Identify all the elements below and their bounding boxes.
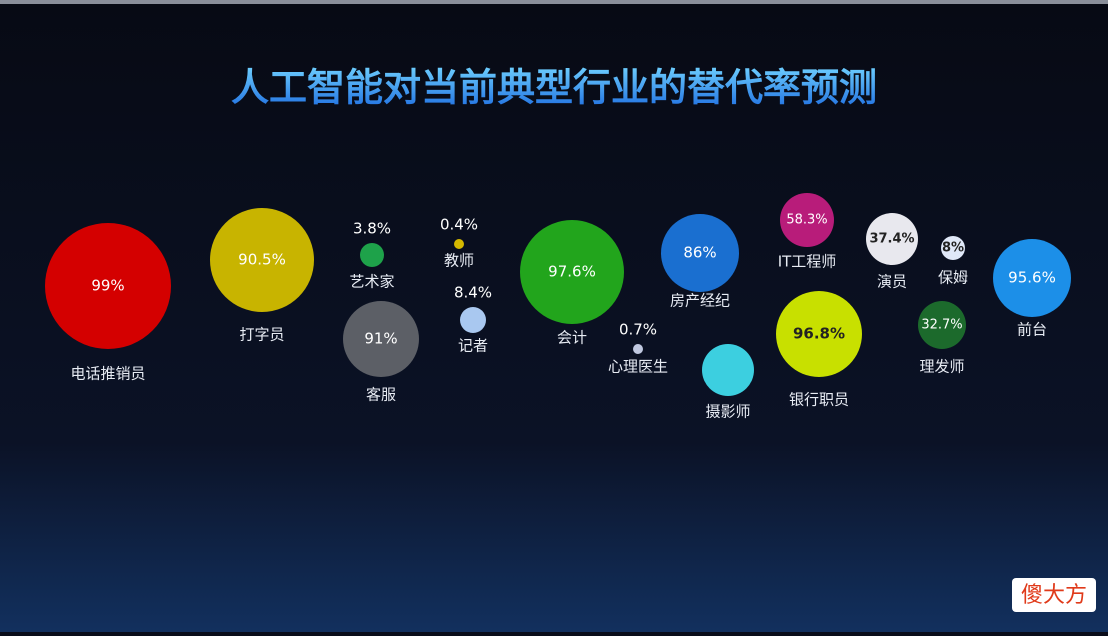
- category-label: 房产经纪: [670, 292, 730, 310]
- category-label: 教师: [444, 252, 474, 270]
- watermark-box: [1012, 578, 1096, 612]
- value-label: 96.8%: [793, 325, 845, 343]
- value-label: 37.4%: [869, 232, 914, 247]
- bubble: [45, 223, 171, 349]
- top-border: [0, 0, 1108, 4]
- category-label: 电话推销员: [70, 365, 145, 383]
- category-label: 打字员: [239, 326, 284, 344]
- category-label: 客服: [366, 386, 396, 404]
- category-label: 会计: [557, 329, 587, 347]
- chart-title: 人工智能对当前典型行业的替代率预测: [231, 66, 877, 110]
- bubble: [941, 236, 965, 260]
- category-label: 摄影师: [705, 403, 750, 421]
- category-label: 记者: [458, 337, 488, 355]
- value-label: 8%: [942, 241, 964, 256]
- bubble: [343, 301, 419, 377]
- value-label: 32.7%: [921, 318, 962, 333]
- value-label: 0.4%: [440, 216, 478, 234]
- bubble: [776, 291, 862, 377]
- value-label: 99%: [91, 277, 124, 295]
- category-label: 心理医生: [608, 358, 668, 376]
- category-label: IT工程师: [778, 253, 837, 271]
- value-label: 95.6%: [1008, 269, 1056, 287]
- watermark: 傻大方: [1021, 583, 1087, 608]
- category-label: 前台: [1017, 321, 1047, 339]
- bubble: [918, 301, 966, 349]
- bubble: [360, 243, 384, 267]
- value-label: 90.5%: [238, 251, 286, 269]
- value-label: 91%: [364, 330, 397, 348]
- value-label: 86%: [683, 244, 716, 262]
- category-label: 演员: [877, 273, 907, 291]
- bubble: [780, 193, 834, 247]
- bubble: [866, 213, 918, 265]
- category-label: 保姆: [938, 269, 968, 287]
- category-label: 理发师: [919, 358, 964, 376]
- value-label: 58.3%: [786, 213, 827, 228]
- bubble: [454, 239, 464, 249]
- category-label: 银行职员: [789, 391, 849, 409]
- bubble: [661, 214, 739, 292]
- value-label: 8.4%: [454, 284, 492, 302]
- bubble: [210, 208, 314, 312]
- value-label: 3.8%: [353, 220, 391, 238]
- bubble: [993, 239, 1071, 317]
- bubble: [702, 344, 754, 396]
- bubble: [633, 344, 643, 354]
- value-label: 97.6%: [548, 263, 596, 281]
- bubble: [460, 307, 486, 333]
- value-label: 0.7%: [619, 321, 657, 339]
- bubble: [520, 220, 624, 324]
- category-label: 艺术家: [349, 273, 394, 291]
